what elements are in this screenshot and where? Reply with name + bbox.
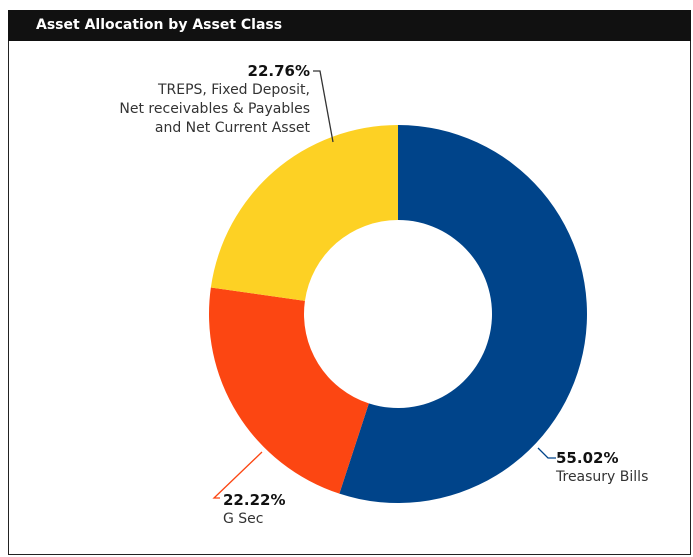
donut-slice <box>339 125 587 503</box>
slice-label: 55.02% Treasury Bills <box>556 449 648 487</box>
leader-line <box>537 447 556 459</box>
slice-label: 22.76% TREPS, Fixed Deposit, Net receivab… <box>119 62 310 138</box>
value-label: 22.22% <box>223 491 286 509</box>
leader-line <box>313 70 334 143</box>
category-label: TREPS, Fixed Deposit, Net receivables & … <box>119 82 310 136</box>
value-label: 55.02% <box>556 449 619 467</box>
category-label: G Sec <box>223 511 264 527</box>
donut-slice <box>210 125 398 301</box>
value-label: 22.76% <box>247 62 310 80</box>
leader-line <box>212 451 263 499</box>
slice-label: 22.22% G Sec <box>223 491 285 529</box>
category-label: Treasury Bills <box>556 469 649 485</box>
donut-slice <box>209 287 369 494</box>
panel-title: Asset Allocation by Asset Class <box>8 10 691 41</box>
